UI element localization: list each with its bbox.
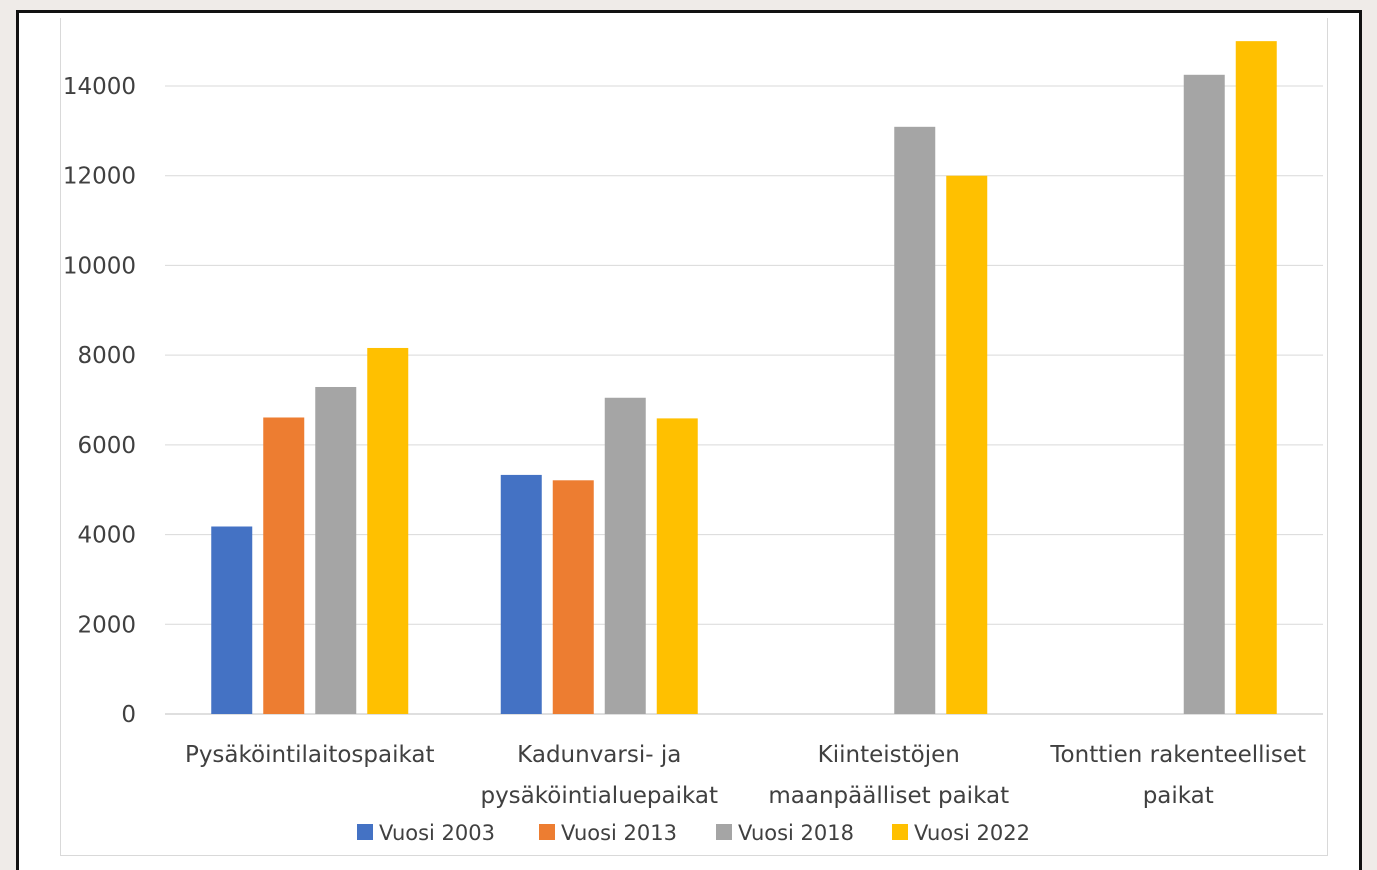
x-category-label: Tonttien rakenteelliset xyxy=(1049,742,1306,768)
x-category-label: pysäköintialuepaikat xyxy=(480,783,718,809)
legend-label: Vuosi 2013 xyxy=(561,821,677,845)
legend-label: Vuosi 2018 xyxy=(738,821,854,845)
bar xyxy=(894,126,936,714)
legend-label: Vuosi 2022 xyxy=(914,821,1030,845)
bar xyxy=(367,347,409,714)
gridlines xyxy=(165,85,1323,715)
bar xyxy=(263,417,305,714)
y-axis: 0 2000 4000 6000 8000 10000 12000 14000 xyxy=(63,74,136,728)
y-tick-label: 14000 xyxy=(63,74,136,100)
bars xyxy=(211,41,1277,715)
bar xyxy=(656,418,698,714)
x-axis: Pysäköintilaitospaikat Kadunvarsi- ja pysä… xyxy=(185,742,1306,809)
y-tick-label: 6000 xyxy=(77,433,136,459)
bar xyxy=(500,474,542,714)
y-tick-label: 10000 xyxy=(63,253,136,279)
legend-swatch xyxy=(892,824,908,840)
x-category-label: maanpäälliset paikat xyxy=(768,783,1009,809)
y-tick-label: 8000 xyxy=(77,343,136,369)
x-category-label: paikat xyxy=(1143,783,1214,809)
legend-swatch xyxy=(357,824,373,840)
y-tick-label: 4000 xyxy=(77,523,136,549)
x-category-label: Pysäköintilaitospaikat xyxy=(185,742,435,768)
bar xyxy=(211,526,253,714)
bar xyxy=(552,480,594,714)
bar xyxy=(946,175,988,714)
y-tick-label: 12000 xyxy=(63,164,136,190)
x-category-label: Kiinteistöjen xyxy=(818,742,960,768)
bar xyxy=(315,386,357,714)
bar xyxy=(1183,74,1225,715)
legend-label: Vuosi 2003 xyxy=(379,821,495,845)
legend-swatch xyxy=(539,824,555,840)
bar xyxy=(1235,41,1277,714)
legend-swatch xyxy=(716,824,732,840)
y-tick-label: 2000 xyxy=(77,612,136,638)
legend: Vuosi 2003 Vuosi 2013 Vuosi 2018 Vuosi 2022 xyxy=(357,821,1030,845)
x-category-label: Kadunvarsi- ja xyxy=(517,742,681,768)
y-tick-label: 0 xyxy=(121,702,136,728)
bar xyxy=(604,397,646,714)
